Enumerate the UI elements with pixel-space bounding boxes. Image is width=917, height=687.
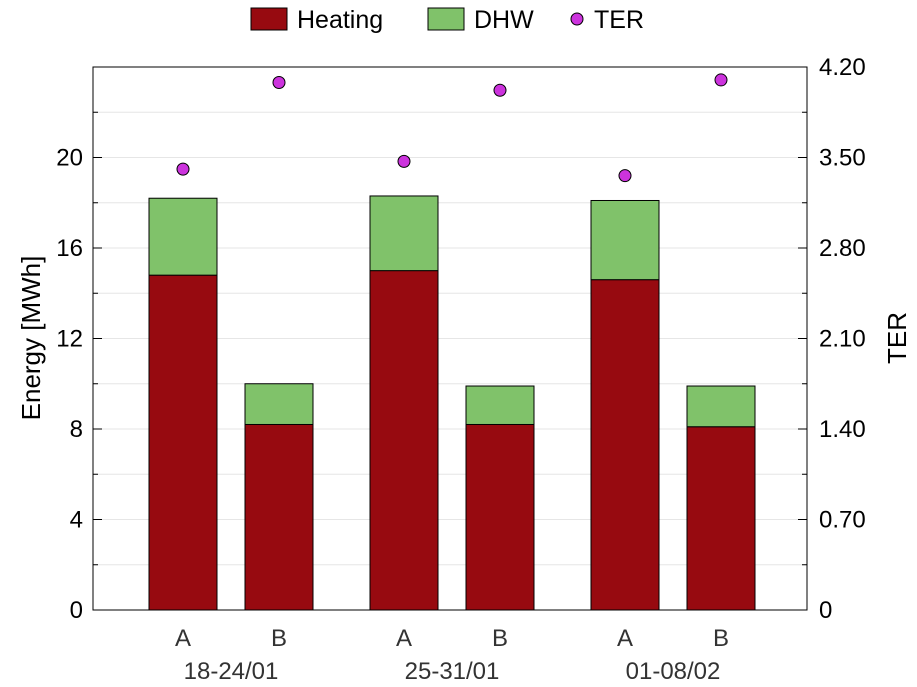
ter-marker-4 [618,169,632,183]
bar-heating-2 [369,270,439,611]
bars [148,195,756,611]
x-bar-label: B [271,625,287,652]
y-tick-label: 20 [56,145,83,172]
legend-marker-ter [570,12,584,26]
bar-heating-1 [244,423,314,611]
bar-dhw-0 [148,197,218,276]
ter-marker-5 [714,73,728,87]
y2-tick-label: 3.50 [819,145,866,172]
legend: Heating DHW TER [250,6,644,34]
legend-label-heating: Heating [297,6,383,34]
ter-markers [176,73,728,183]
bar-heating-3 [465,423,535,611]
bar-dhw-4 [590,199,660,281]
ter-marker-1 [272,76,286,90]
y2-tick-label: 2.10 [819,326,866,353]
legend-label-ter: TER [594,6,644,34]
x-bar-label: B [492,625,508,652]
legend-swatch-dhw [427,7,465,31]
x-group-label: 01-08/02 [626,658,721,685]
bar-dhw-1 [244,383,314,425]
bar-dhw-5 [686,385,756,428]
legend-swatch-heating [250,7,288,31]
bar-dhw-2 [369,195,439,272]
bar-heating-5 [686,426,756,611]
legend-label-dhw: DHW [474,6,534,34]
y-tick-label: 16 [56,235,83,262]
y-axis-title: Energy [MWh] [16,256,46,421]
x-group-label: 18-24/01 [184,658,279,685]
x-bar-label: B [713,625,729,652]
ter-marker-3 [493,83,507,97]
x-bar-label: A [617,625,633,652]
y2-tick-label: 0.70 [819,507,866,534]
axes: 0 4 8 12 16 20 0 0.70 1.40 2.10 2.80 3.50 4.20 A B A B A B… [56,54,865,685]
ter-marker-2 [397,154,411,168]
bar-heating-0 [148,274,218,611]
y-tick-label: 0 [70,597,83,624]
ter-marker-0 [176,162,190,176]
x-bar-label: A [175,625,191,652]
y2-tick-label: 4.20 [819,54,866,81]
y2-tick-label: 0 [819,597,832,624]
y2-axis-title: TER [882,312,912,364]
y-tick-label: 12 [56,326,83,353]
y2-tick-label: 2.80 [819,235,866,262]
y-tick-label: 4 [70,507,83,534]
y2-tick-label: 1.40 [819,416,866,443]
y-tick-label: 8 [70,416,83,443]
bar-dhw-3 [465,385,535,425]
x-group-label: 25-31/01 [405,658,500,685]
bar-heating-4 [590,279,660,611]
x-bar-label: A [396,625,412,652]
